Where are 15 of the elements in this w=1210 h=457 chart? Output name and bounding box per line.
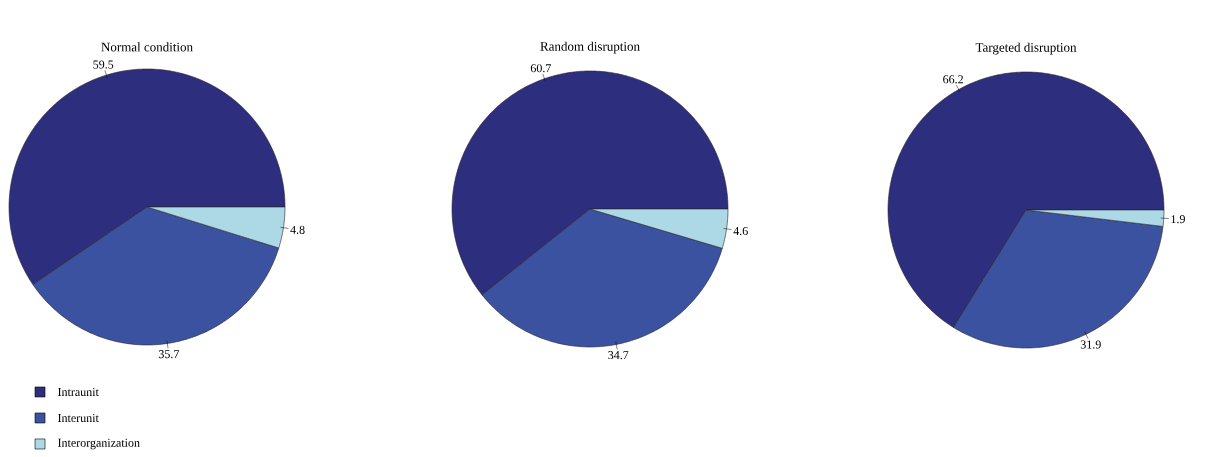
data-label: 4.8 [290,225,305,234]
data-label: 4.6 [733,226,748,236]
chart-title: Normal condition [101,42,193,52]
data-label: 59.5 [93,60,114,69]
data-label: 34.7 [608,351,629,360]
data-label: 1.9 [1171,215,1185,224]
data-label: 66.2 [943,75,963,84]
data-label: 31.9 [1080,340,1101,349]
legend-label: Interunit [57,413,99,423]
chart-title: Random disruption [540,41,640,54]
data-label: 35.7 [158,350,180,359]
legend-label: Interorganization [57,438,140,450]
chart-title: Targeted disruption [975,42,1077,55]
legend-label: Intraunit [57,387,99,397]
data-label: 60.7 [530,64,551,73]
